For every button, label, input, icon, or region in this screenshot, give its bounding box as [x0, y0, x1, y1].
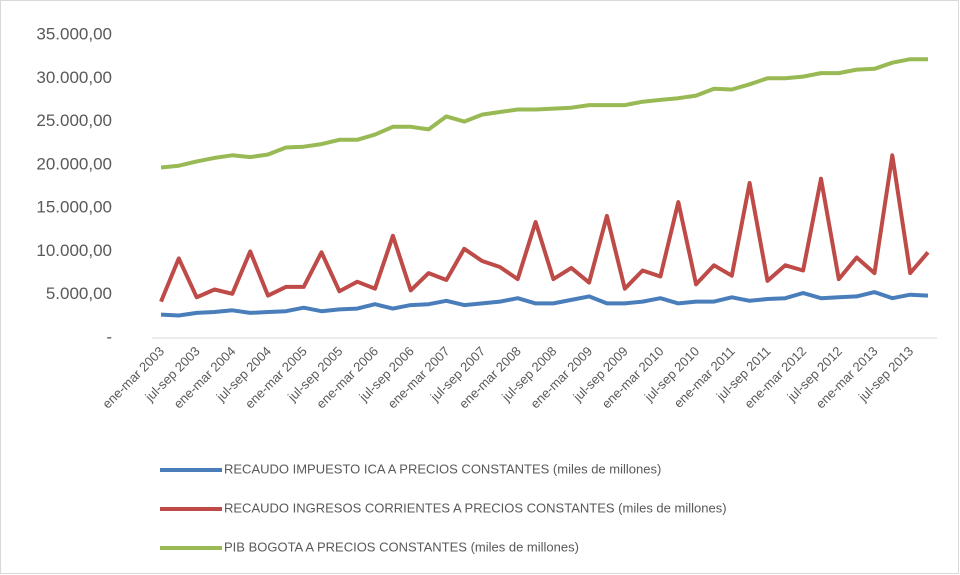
y-tick-label: - [106, 327, 112, 346]
legend-label: RECAUDO IMPUESTO ICA A PRECIOS CONSTANTE… [224, 461, 661, 476]
series-line [159, 153, 930, 303]
y-tick-label: 20.000,00 [36, 154, 112, 173]
series-line [160, 57, 928, 170]
y-tick-label: 25.000,00 [36, 111, 112, 130]
legend-label: RECAUDO INGRESOS CORRIENTES A PRECIOS CO… [224, 500, 727, 515]
y-tick-label: 15.000,00 [36, 198, 112, 217]
y-tick-label: 10.000,00 [36, 241, 112, 260]
y-tick-label: 5.000,00 [46, 284, 112, 303]
y-tick-label: 30.000,00 [36, 68, 112, 87]
series-line [160, 290, 929, 318]
legend-label: PIB BOGOTA A PRECIOS CONSTANTES (miles d… [224, 539, 579, 554]
y-tick-label: 35.000,00 [36, 24, 112, 43]
